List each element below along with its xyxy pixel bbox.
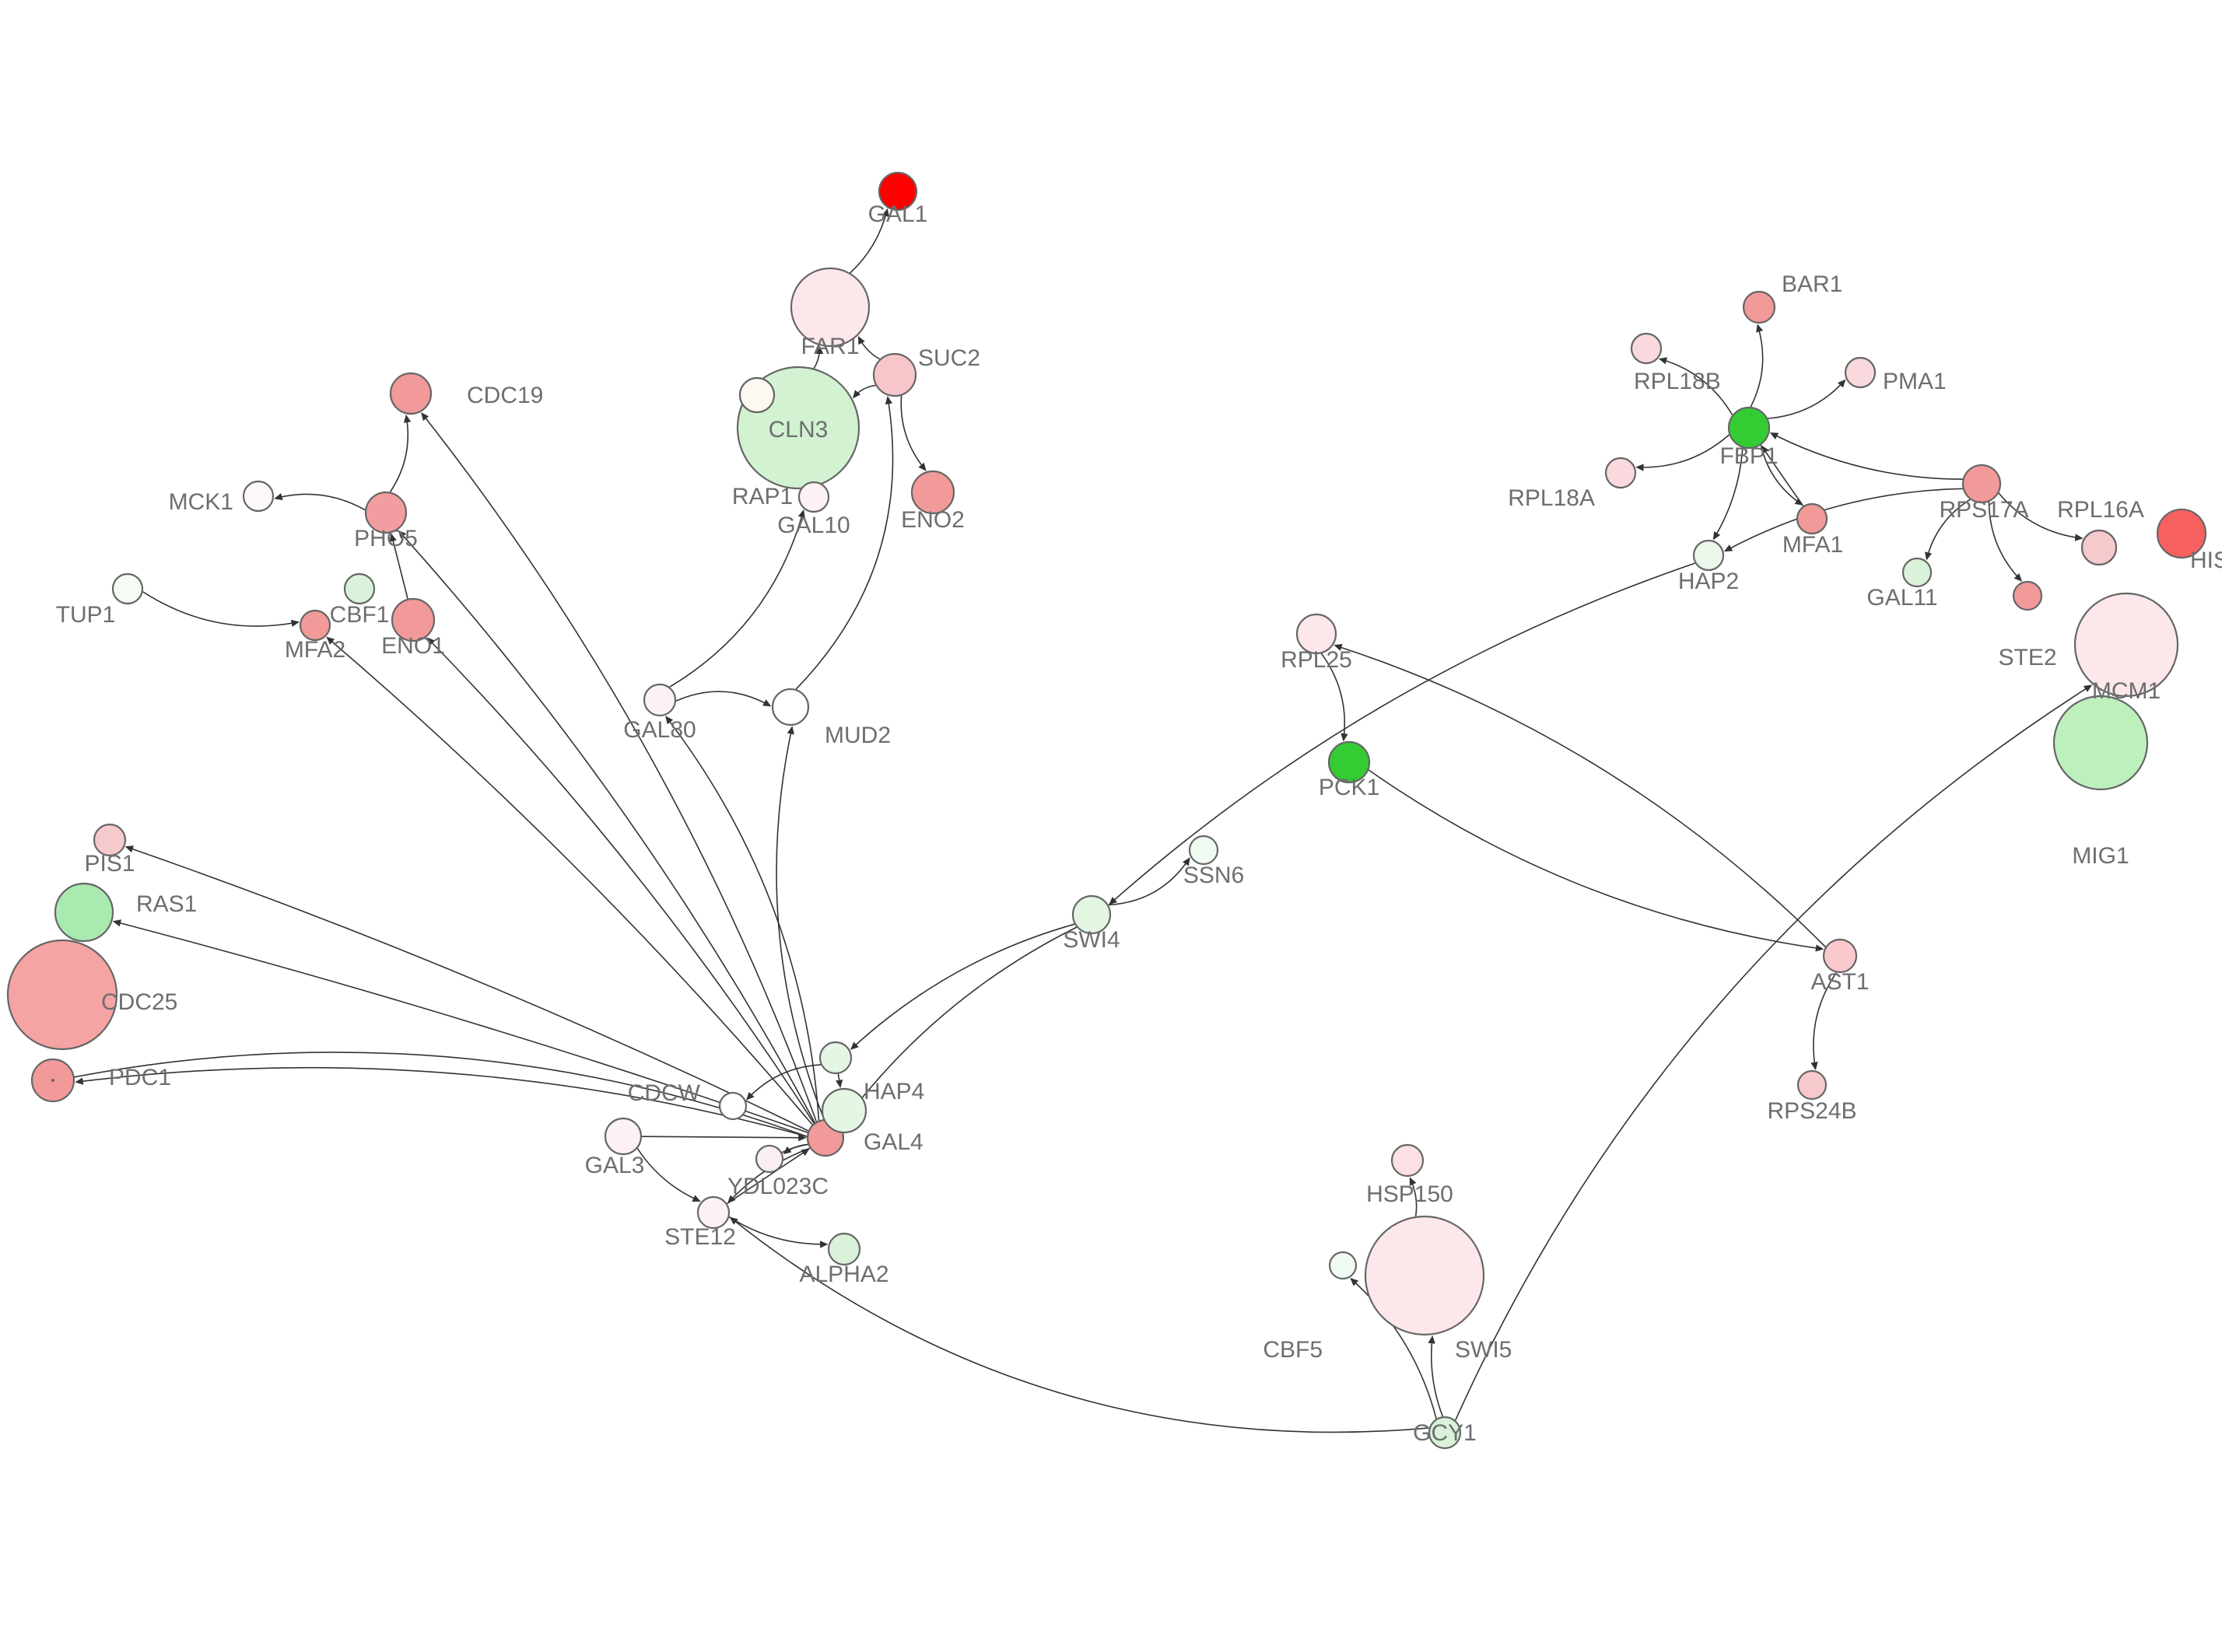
svg-text:BAR1: BAR1 (1782, 271, 1842, 297)
svg-text:TUP1: TUP1 (56, 602, 116, 628)
svg-text:GAL4: GAL4 (864, 1129, 923, 1155)
svg-text:PDC1: PDC1 (109, 1065, 171, 1090)
svg-text:CDCW: CDCW (628, 1080, 701, 1106)
svg-text:MIG1: MIG1 (2072, 843, 2129, 869)
svg-text:HSP150: HSP150 (1366, 1181, 1453, 1207)
svg-text:MFA2: MFA2 (285, 637, 345, 663)
svg-text:MCK1: MCK1 (169, 489, 233, 515)
svg-text:GAL3: GAL3 (585, 1153, 645, 1178)
svg-text:GAL10: GAL10 (777, 513, 850, 538)
svg-text:CDC25: CDC25 (101, 989, 177, 1015)
svg-text:SWI4: SWI4 (1063, 927, 1120, 953)
svg-text:RAS1: RAS1 (136, 891, 197, 917)
svg-text:STE12: STE12 (664, 1224, 736, 1250)
svg-text:CBF5: CBF5 (1263, 1337, 1323, 1363)
svg-text:HAP4: HAP4 (864, 1079, 924, 1104)
svg-text:FAR1: FAR1 (801, 334, 859, 359)
svg-text:ENO2: ENO2 (901, 507, 965, 533)
svg-text:PIS1: PIS1 (84, 851, 135, 877)
svg-text:MUD2: MUD2 (825, 723, 891, 748)
svg-text:RPS17A: RPS17A (1939, 497, 2028, 523)
svg-text:AST1: AST1 (1810, 969, 1869, 995)
svg-text:GAL1: GAL1 (868, 201, 928, 227)
svg-text:RPL18B: RPL18B (1634, 369, 1721, 394)
svg-text:MCM1: MCM1 (2092, 678, 2161, 704)
svg-text:PMA1: PMA1 (1883, 369, 1947, 394)
svg-text:SUC2: SUC2 (918, 345, 980, 371)
svg-text:GCY1: GCY1 (1413, 1420, 1477, 1446)
svg-text:PHO5: PHO5 (354, 526, 418, 551)
svg-text:GAL80: GAL80 (623, 717, 696, 743)
svg-text:STE2: STE2 (1998, 645, 2056, 670)
svg-text:MFA1: MFA1 (1782, 532, 1843, 558)
svg-text:GAL11: GAL11 (1866, 585, 1937, 611)
svg-text:RPL16A: RPL16A (2057, 497, 2144, 523)
svg-text:ALPHA2: ALPHA2 (799, 1262, 888, 1287)
svg-text:HIS4: HIS4 (2190, 548, 2222, 573)
svg-text:ENO1: ENO1 (381, 633, 445, 659)
svg-text:CBF1: CBF1 (330, 602, 390, 628)
svg-text:PCK1: PCK1 (1319, 775, 1379, 800)
svg-text:SWI5: SWI5 (1455, 1337, 1512, 1363)
svg-text:RAP1: RAP1 (732, 484, 793, 509)
svg-text:YDL023C: YDL023C (727, 1174, 829, 1199)
svg-text:RPL18A: RPL18A (1508, 485, 1595, 511)
svg-text:RPS24B: RPS24B (1767, 1098, 1856, 1124)
svg-text:CLN3: CLN3 (769, 417, 829, 443)
svg-text:RPL25: RPL25 (1281, 647, 1352, 673)
svg-text:HAP2: HAP2 (1678, 569, 1739, 594)
svg-text:CDC19: CDC19 (467, 383, 543, 408)
svg-text:SSN6: SSN6 (1183, 863, 1244, 888)
svg-text:FBP1: FBP1 (1719, 443, 1778, 469)
